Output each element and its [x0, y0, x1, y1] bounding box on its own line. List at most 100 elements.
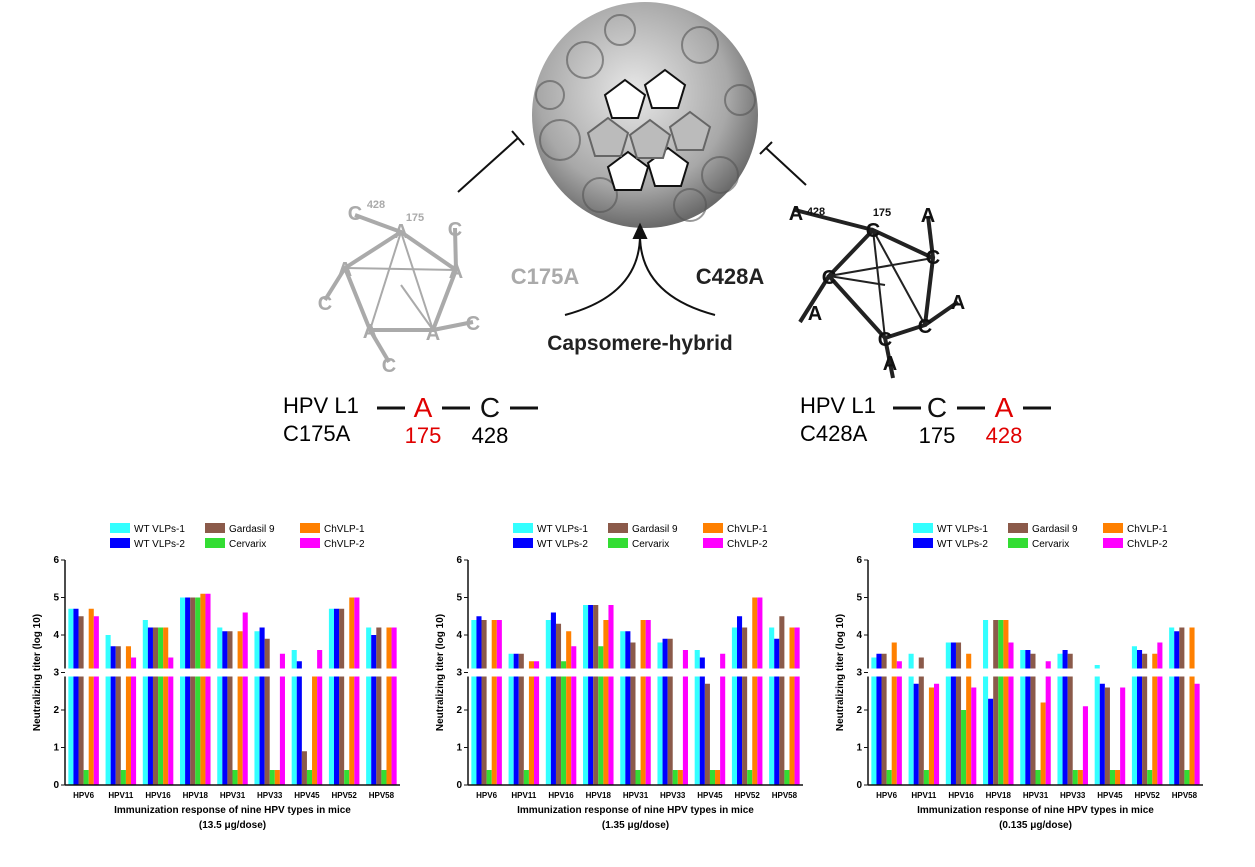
x-tick-label: HPV11 [108, 791, 133, 800]
y-tick-label: 0 [856, 780, 862, 791]
bar [508, 653, 514, 785]
bar [672, 770, 678, 785]
label: HPV L1 [800, 393, 876, 418]
x-tick-label: HPV18 [183, 791, 209, 800]
legend-swatch [703, 538, 723, 548]
bar [264, 638, 270, 785]
connectors [457, 130, 807, 316]
bar [163, 627, 169, 785]
bar [376, 627, 382, 785]
legend-label: Cervarix [229, 539, 266, 550]
label: C175A [511, 264, 580, 289]
y-tick-label: 3 [456, 668, 462, 679]
legend-swatch [205, 538, 225, 548]
y-tick-label: 1 [856, 743, 862, 754]
bar [496, 620, 502, 785]
pentagon-label: A [426, 323, 440, 345]
x-tick-label: HPV31 [220, 791, 246, 800]
bar [534, 661, 540, 785]
legend-swatch [513, 523, 533, 533]
bar [279, 653, 285, 785]
bar [486, 770, 492, 785]
y-axis-label: Neutralizing titer (log 10) [835, 614, 846, 731]
y-tick-label: 6 [456, 555, 462, 566]
bar [115, 646, 121, 785]
bar [550, 612, 556, 785]
bar [694, 650, 700, 785]
left-sequence: HPV L1 C175A A C 175 428 [283, 392, 538, 448]
bar [88, 608, 94, 785]
bar [736, 616, 743, 785]
bar [571, 646, 577, 785]
bar [120, 770, 126, 785]
axis-break [862, 668, 1203, 677]
bar [603, 620, 609, 785]
y-tick-label: 0 [456, 780, 462, 791]
bar [259, 627, 265, 785]
bar [232, 770, 238, 785]
x-tick-label: HPV45 [1097, 791, 1123, 800]
bar [471, 620, 477, 785]
pentagon-label: A [449, 261, 463, 283]
x-tick-label: HPV11 [911, 791, 936, 800]
y-tick-label: 4 [856, 630, 862, 641]
bar [620, 631, 626, 785]
y-tick-label: 1 [53, 743, 59, 754]
bar [1062, 650, 1068, 785]
bar [966, 653, 972, 785]
y-tick-label: 4 [456, 630, 462, 641]
bar [715, 770, 721, 785]
legend-swatch [1008, 523, 1028, 533]
bar [961, 710, 967, 785]
bar [752, 597, 758, 785]
x-tick-label: HPV45 [294, 791, 320, 800]
bar [1142, 653, 1148, 785]
x-tick-label: HPV16 [948, 791, 974, 800]
bar [1082, 706, 1088, 785]
bar [1072, 770, 1078, 785]
bar [720, 653, 726, 785]
bar [158, 627, 164, 785]
pentagon-label: A [789, 203, 803, 225]
y-tick-label: 2 [456, 705, 462, 716]
bar [180, 597, 186, 785]
axis-break [462, 668, 803, 677]
bar [344, 770, 350, 785]
bar [1120, 687, 1126, 785]
bar [349, 597, 355, 785]
pentagon-label: C [448, 219, 462, 241]
bar [988, 698, 994, 785]
subtitle: (1.35 μg/dose) [602, 820, 669, 831]
legend-label: WT VLPs-2 [537, 539, 588, 550]
bar [699, 657, 705, 785]
bar [333, 608, 340, 785]
bar [1094, 665, 1100, 785]
residue: C [927, 392, 947, 423]
y-tick-label: 2 [856, 705, 862, 716]
pentagon-label: A [883, 353, 897, 375]
bar [1189, 627, 1195, 785]
bar [1157, 642, 1163, 785]
bar [682, 650, 688, 785]
bar [1179, 627, 1185, 785]
bar [1109, 770, 1116, 785]
y-axis-label: Neutralizing titer (log 10) [32, 614, 43, 731]
legend-label: WT VLPs-1 [134, 524, 185, 535]
pentagon-label: 428 [367, 199, 385, 211]
bar [491, 620, 497, 785]
bar [1035, 770, 1041, 785]
y-tick-label: 0 [53, 780, 59, 791]
bar [1008, 642, 1014, 785]
bar [528, 661, 535, 785]
bar [561, 661, 567, 785]
x-tick-label: HPV45 [697, 791, 723, 800]
bar [78, 616, 84, 785]
bar [871, 657, 877, 785]
pentagon-label: C [866, 220, 880, 242]
legend-label: ChVLP-2 [727, 539, 768, 550]
bar [934, 683, 940, 785]
bar [769, 627, 775, 785]
bar [881, 653, 887, 785]
bar [83, 770, 89, 785]
bar [774, 638, 780, 785]
